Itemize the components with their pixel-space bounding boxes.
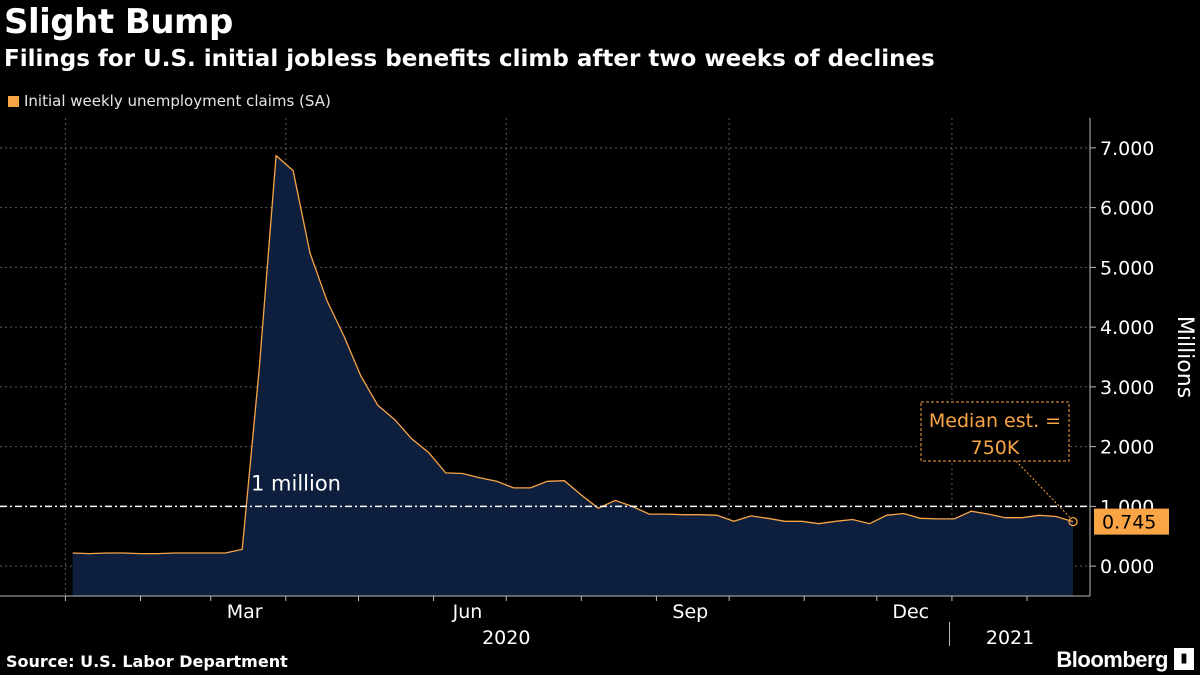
annotation-leader [1015,460,1072,519]
overlay: 1 million 0.745 Median est. = 750K [0,401,1169,535]
y-tick-label: 6.000 [1100,198,1154,220]
area-layer [72,154,1074,596]
x-year-label: 2021 [986,627,1034,649]
y-tick-label: 0.000 [1100,556,1154,578]
y-axis-title: Millions [1172,316,1197,398]
source-note: Source: U.S. Labor Department [6,652,288,671]
y-tick-label: 4.000 [1100,317,1154,339]
series-line [72,154,1074,555]
last-value-label: 0.745 [1102,512,1156,534]
axis: 0.0001.0002.0003.0004.0005.0006.0007.000… [0,118,1197,649]
annotation-text-line1: Median est. = [929,410,1061,432]
annotation-text-line2: 750K [971,437,1020,459]
x-tick-label: Jun [452,601,483,623]
last-value-badge [1094,508,1169,535]
reference-line-label: 1 million [251,471,341,495]
y-tick-label: 3.000 [1100,377,1154,399]
annotation-box [920,401,1070,462]
last-value-marker [1068,516,1078,527]
series-area [72,155,1073,596]
bloomberg-logo: Bloomberg [1056,647,1168,672]
legend-label: Initial weekly unemployment claims (SA) [24,92,331,110]
chart-title: Slight Bump [4,2,233,42]
y-tick-label: 2.000 [1100,437,1154,459]
x-tick-label: Sep [672,601,708,623]
y-tick-label: 7.000 [1100,138,1154,160]
legend-swatch [8,96,19,107]
y-tick-label: 5.000 [1100,257,1154,279]
bloomberg-terminal-icon: ▮ [1174,648,1194,670]
x-tick-label: Mar [227,601,263,623]
chart-subtitle: Filings for U.S. initial jobless benefit… [4,46,935,72]
x-tick-label: Dec [892,601,929,623]
x-year-label: 2020 [482,627,530,649]
legend: Initial weekly unemployment claims (SA) [8,92,331,110]
